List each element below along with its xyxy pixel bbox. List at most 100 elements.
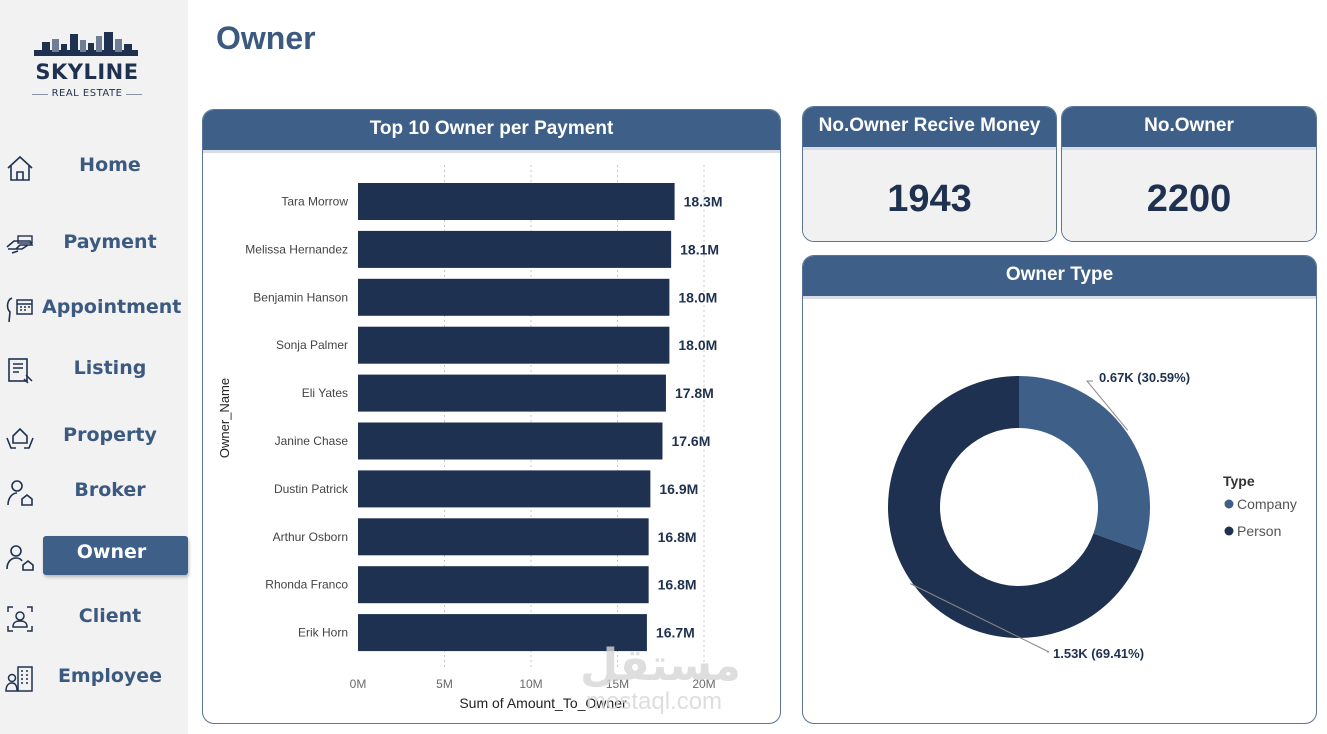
bar-chart-title: Top 10 Owner per Payment: [203, 110, 780, 153]
bar[interactable]: [358, 278, 670, 316]
nav-label-payment: Payment: [63, 231, 157, 253]
bar-value-label: 18.3M: [684, 194, 723, 210]
logo-divider: [126, 94, 142, 95]
y-category-label: Eli Yates: [302, 386, 348, 400]
y-category-label: Erik Horn: [298, 626, 348, 640]
active-nav-highlight: [43, 536, 188, 575]
bar-value-label: 16.8M: [658, 577, 697, 593]
nav-item-owner[interactable]: Owner: [0, 536, 188, 576]
bar[interactable]: [358, 566, 649, 604]
legend-item-label[interactable]: Company: [1237, 496, 1297, 512]
x-tick-label: 0M: [350, 677, 367, 691]
employee-building-icon: [5, 666, 33, 692]
bar[interactable]: [358, 374, 666, 412]
bar[interactable]: [358, 183, 675, 220]
kpi-card-owners-received-money: No.Owner Recive Money 1943: [802, 106, 1057, 242]
bar[interactable]: [358, 518, 649, 556]
nav-item-payment[interactable]: Payment: [0, 223, 188, 263]
nav-label-employee: Employee: [57, 665, 163, 687]
nav-label-listing: Listing: [73, 357, 147, 379]
skyline-logo: SKYLINE REAL ESTATE: [30, 30, 144, 102]
property-hands-icon: [6, 427, 34, 449]
nav-item-property[interactable]: Property: [0, 416, 188, 456]
donut-chart: 0.67K (30.59%) 1.53K (69.41%) Type Company P…: [888, 370, 1297, 661]
kpi-owner-body: 2200: [1062, 150, 1316, 241]
nav-item-home[interactable]: Home: [0, 146, 188, 186]
client-frame-icon: [7, 606, 33, 632]
x-tick-label: 20M: [692, 677, 715, 691]
bar-value-label: 16.8M: [658, 529, 697, 545]
payment-hand-icon: [6, 235, 34, 254]
nav-item-employee[interactable]: Employee: [0, 657, 188, 697]
legend-item-label[interactable]: Person: [1237, 523, 1281, 539]
x-tick-label: 15M: [606, 677, 629, 691]
legend-marker: [1224, 499, 1234, 509]
broker-person-icon: [7, 480, 33, 506]
bar-value-label: 18.0M: [678, 337, 717, 353]
nav-item-broker[interactable]: Broker: [0, 471, 188, 511]
x-axis-title: Sum of Amount_To_Owner: [459, 695, 627, 711]
y-category-label: Tara Morrow: [281, 195, 348, 209]
watermark-latin: mostaql.com: [586, 688, 723, 715]
bar-value-label: 16.7M: [656, 625, 695, 641]
y-category-label: Dustin Patrick: [274, 482, 349, 496]
x-tick-label: 10M: [519, 677, 542, 691]
y-category-label: Benjamin Hanson: [253, 290, 348, 304]
logo-subtitle: REAL ESTATE: [51, 88, 123, 99]
watermark-arabic: مستقل: [580, 640, 741, 691]
nav-item-appointment[interactable]: Appointment: [0, 288, 188, 328]
nav-label-property: Property: [63, 424, 157, 446]
bar-value-label: 16.9M: [659, 481, 698, 497]
kpi-card-owner-count: No.Owner 2200: [1061, 106, 1317, 242]
kpi-money-body: 1943: [803, 150, 1056, 241]
y-category-label: Rhonda Franco: [265, 578, 348, 592]
donut-chart-card: Owner Type 0.67K (30.59%) 1.53K (69.41%) T…: [802, 255, 1317, 724]
legend-marker: [1224, 526, 1234, 536]
bar-value-label: 17.8M: [675, 385, 714, 401]
nav-item-listing[interactable]: Listing: [0, 349, 188, 389]
y-category-label: Sonja Palmer: [276, 338, 348, 352]
nav-label-appointment: Appointment: [42, 296, 182, 318]
nav-label-owner: Owner: [76, 541, 147, 563]
bar[interactable]: [358, 470, 651, 508]
bar[interactable]: [358, 326, 670, 364]
kpi-money-value: 1943: [887, 178, 972, 220]
listing-doc-icon: [8, 358, 33, 384]
bar-value-label: 18.1M: [680, 241, 719, 257]
bar[interactable]: [358, 230, 672, 268]
y-category-label: Arthur Osborn: [273, 530, 348, 544]
donut-slice-label: 0.67K (30.59%): [1099, 370, 1190, 385]
bar-chart: 0M 5M 10M 15M 20M Tara Morrow 18.3M Melissa Her…: [217, 165, 723, 711]
skyline-logo-icon: [34, 32, 138, 56]
kpi-owner-title: No.Owner: [1062, 107, 1316, 150]
bar-value-label: 17.6M: [671, 433, 710, 449]
nav-label-client: Client: [78, 605, 142, 627]
nav-label-home: Home: [79, 154, 141, 176]
bar-chart-card: Top 10 Owner per Payment 0M 5M 10M 15M 20M Ta…: [202, 109, 781, 724]
donut-chart-title: Owner Type: [803, 256, 1316, 299]
bar[interactable]: [358, 614, 647, 652]
x-tick-label: 5M: [436, 677, 453, 691]
bar[interactable]: [358, 422, 663, 460]
logo-divider: [32, 94, 48, 95]
calendar-head-icon: [6, 297, 33, 323]
y-axis-title: Owner_Name: [217, 378, 232, 458]
donut-leader-line: [910, 583, 1050, 653]
page-title: Owner: [216, 20, 316, 56]
y-category-label: Janine Chase: [275, 434, 349, 448]
owner-person-house-icon: [6, 545, 34, 571]
watermark: مستقل mostaql.com: [580, 640, 750, 720]
donut-slice-label: 1.53K (69.41%): [1053, 646, 1144, 661]
legend-title: Type: [1223, 473, 1255, 489]
home-icon: [7, 155, 33, 181]
kpi-owner-value: 2200: [1146, 178, 1232, 220]
donut-leader-line: [1085, 380, 1129, 431]
bar-value-label: 18.0M: [678, 289, 717, 305]
y-category-label: Melissa Hernandez: [245, 242, 348, 256]
donut-slice[interactable]: [1019, 376, 1150, 552]
donut-slice[interactable]: [888, 376, 1143, 638]
logo-title: SKYLINE: [35, 60, 139, 84]
nav-item-client[interactable]: Client: [0, 597, 188, 637]
nav-label-broker: Broker: [74, 479, 146, 501]
kpi-money-title: No.Owner Recive Money: [803, 107, 1056, 150]
